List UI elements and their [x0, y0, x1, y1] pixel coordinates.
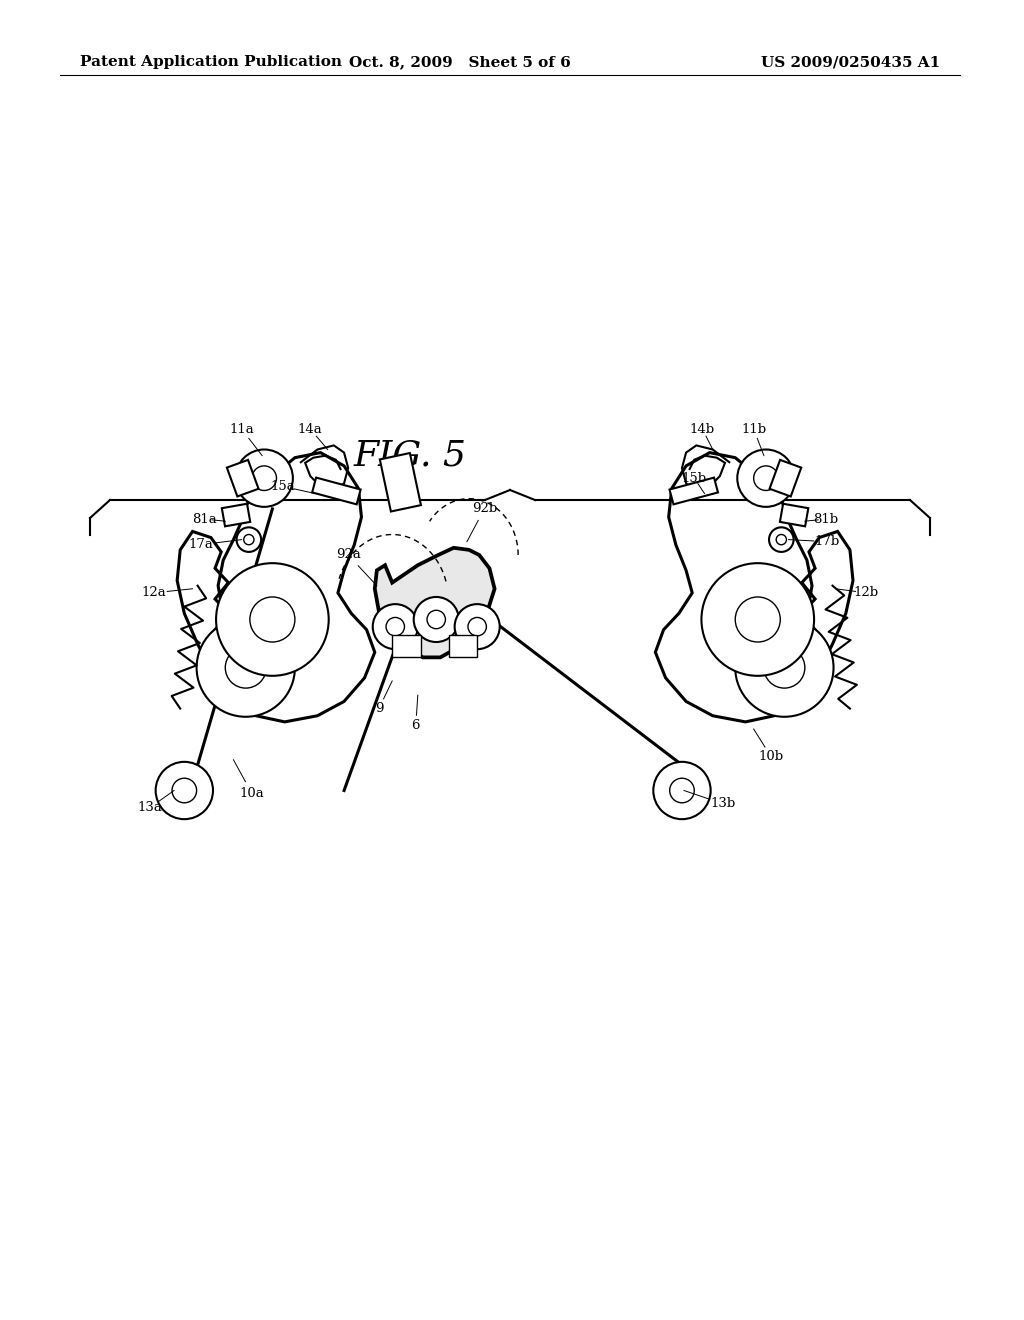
- Circle shape: [237, 527, 261, 552]
- Circle shape: [236, 450, 293, 507]
- Text: Patent Application Publication: Patent Application Publication: [80, 55, 342, 69]
- Bar: [222, 504, 250, 527]
- Text: 13a: 13a: [137, 801, 162, 814]
- Bar: [770, 459, 801, 496]
- Circle shape: [252, 466, 276, 491]
- Bar: [380, 453, 421, 512]
- Bar: [670, 478, 718, 504]
- Circle shape: [172, 779, 197, 803]
- Text: 92a: 92a: [336, 549, 360, 561]
- Bar: [449, 635, 477, 657]
- Circle shape: [427, 610, 445, 628]
- Text: 9: 9: [375, 702, 383, 715]
- Circle shape: [225, 647, 266, 688]
- Circle shape: [764, 647, 805, 688]
- Text: 14a: 14a: [298, 422, 323, 436]
- Circle shape: [701, 564, 814, 676]
- Circle shape: [653, 762, 711, 820]
- Text: 6: 6: [412, 719, 420, 733]
- Bar: [780, 504, 808, 527]
- Circle shape: [156, 762, 213, 820]
- Circle shape: [216, 564, 329, 676]
- Circle shape: [735, 597, 780, 642]
- Text: 92b: 92b: [472, 503, 497, 515]
- Circle shape: [735, 619, 834, 717]
- Circle shape: [244, 535, 254, 545]
- Circle shape: [769, 527, 794, 552]
- Circle shape: [776, 535, 786, 545]
- Text: 10a: 10a: [240, 787, 264, 800]
- Text: 12b: 12b: [854, 586, 879, 599]
- Circle shape: [455, 605, 500, 649]
- Circle shape: [250, 597, 295, 642]
- Text: 17b: 17b: [815, 535, 840, 548]
- Text: 13b: 13b: [711, 797, 735, 810]
- Circle shape: [197, 619, 295, 717]
- Text: 12a: 12a: [141, 586, 166, 599]
- Text: Oct. 8, 2009   Sheet 5 of 6: Oct. 8, 2009 Sheet 5 of 6: [349, 55, 570, 69]
- Circle shape: [386, 618, 404, 636]
- Bar: [392, 635, 421, 657]
- Circle shape: [737, 450, 795, 507]
- Text: 11a: 11a: [229, 422, 254, 436]
- Circle shape: [373, 605, 418, 649]
- Polygon shape: [375, 548, 495, 657]
- Text: 14b: 14b: [690, 422, 715, 436]
- Text: 17a: 17a: [188, 539, 213, 552]
- Text: 15b: 15b: [682, 471, 707, 484]
- Circle shape: [414, 597, 459, 642]
- Text: 11b: 11b: [741, 422, 766, 436]
- Text: 10b: 10b: [759, 750, 783, 763]
- Bar: [227, 459, 258, 496]
- Circle shape: [754, 466, 778, 491]
- Text: 15a: 15a: [270, 480, 295, 492]
- Bar: [312, 478, 360, 504]
- Circle shape: [670, 779, 694, 803]
- Text: FIG. 5: FIG. 5: [353, 438, 467, 473]
- Circle shape: [468, 618, 486, 636]
- Text: 81a: 81a: [193, 512, 217, 525]
- Text: US 2009/0250435 A1: US 2009/0250435 A1: [761, 55, 940, 69]
- Text: 81b: 81b: [813, 512, 838, 525]
